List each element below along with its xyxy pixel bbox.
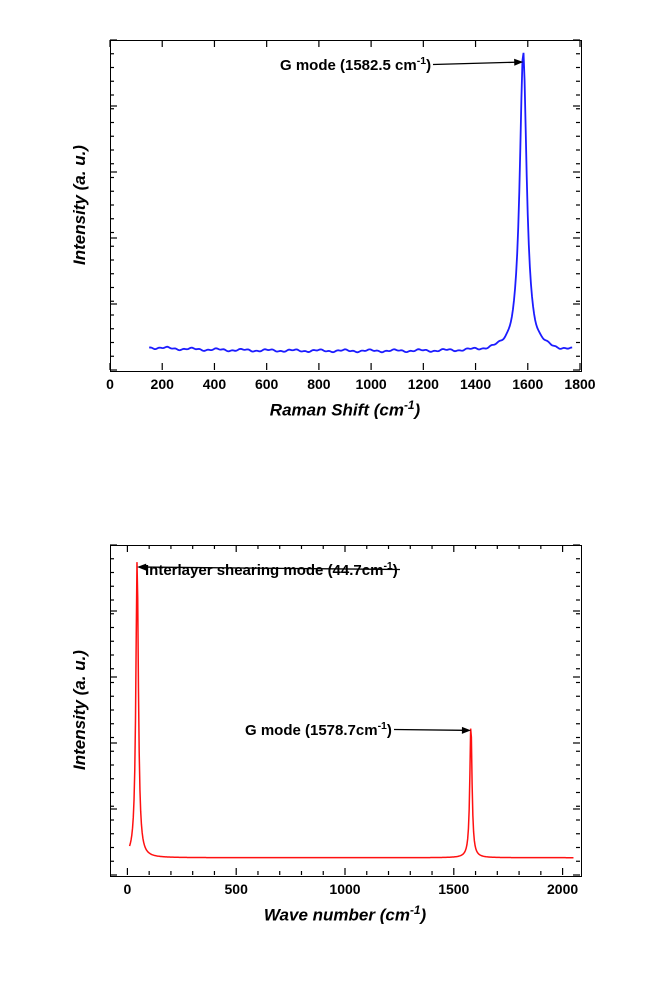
x-tick-label: 1500 <box>438 881 469 897</box>
x-axis-title: Wave number (cm-1) <box>264 903 426 926</box>
plot-svg-bottom <box>0 0 659 981</box>
y-axis-title: Intensity (a. u.) <box>70 650 90 770</box>
annotation-arrow <box>394 727 471 734</box>
figure-root: 020040060080010001200140016001800Raman S… <box>0 0 659 981</box>
spectrum-line <box>130 562 574 858</box>
x-tick-label: 500 <box>225 881 248 897</box>
peak-annotation: Interlayer shearing mode (44.7cm-1) <box>145 560 398 579</box>
x-tick-label: 1000 <box>329 881 360 897</box>
x-tick-label: 0 <box>124 881 132 897</box>
x-tick-label: 2000 <box>547 881 578 897</box>
peak-annotation: G mode (1578.7cm-1) <box>245 720 392 739</box>
